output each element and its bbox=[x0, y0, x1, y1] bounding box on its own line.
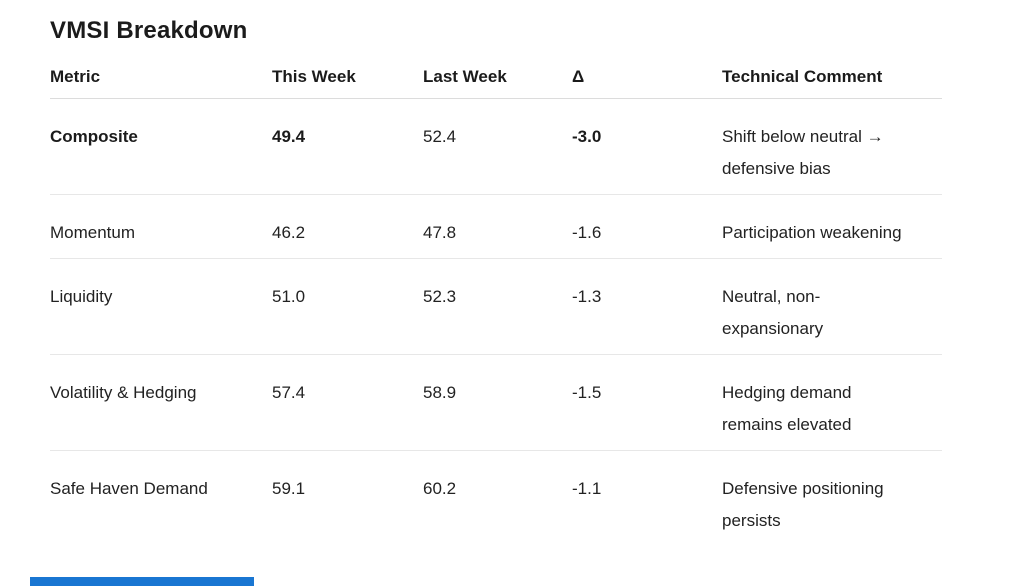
horizontal-scrollbar-thumb[interactable] bbox=[30, 577, 254, 586]
comment-line: Shift below neutral → bbox=[722, 127, 884, 146]
metric-name: Volatility & Hedging bbox=[50, 383, 197, 402]
column-header-last-week: Last Week bbox=[423, 67, 507, 86]
last-week-value: 60.2 bbox=[423, 479, 457, 498]
column-header-technical-comment: Technical Comment bbox=[722, 67, 883, 86]
delta-value: -3.0 bbox=[572, 127, 602, 146]
column-header-metric: Metric bbox=[50, 67, 101, 86]
last-week-value: 58.9 bbox=[423, 383, 457, 402]
table-row-volatility-hedging: Volatility & Hedging 57.4 58.9 -1.5 Hedg… bbox=[50, 355, 942, 451]
vmsi-table: Metric This Week Last Week Δ Technical C… bbox=[50, 48, 942, 546]
metric-name: Liquidity bbox=[50, 287, 113, 306]
last-week-value: 47.8 bbox=[423, 223, 457, 242]
technical-comment: Defensive positioning persists bbox=[722, 473, 942, 537]
table-row-liquidity: Liquidity 51.0 52.3 -1.3 Neutral, non- e… bbox=[50, 259, 942, 355]
comment-line: persists bbox=[722, 511, 781, 530]
table-row-momentum: Momentum 46.2 47.8 -1.6 Participation we… bbox=[50, 195, 942, 259]
comment-line: Participation weakening bbox=[722, 223, 902, 242]
table-header-row: Metric This Week Last Week Δ Technical C… bbox=[50, 48, 942, 99]
this-week-value: 59.1 bbox=[272, 479, 306, 498]
metric-name: Composite bbox=[50, 127, 138, 146]
delta-value: -1.6 bbox=[572, 223, 602, 242]
delta-value: -1.5 bbox=[572, 383, 602, 402]
comment-line: Hedging demand bbox=[722, 383, 852, 402]
technical-comment: Shift below neutral → defensive bias bbox=[722, 121, 942, 185]
last-week-value: 52.4 bbox=[423, 127, 457, 146]
column-header-delta: Δ bbox=[572, 67, 585, 86]
technical-comment: Neutral, non- expansionary bbox=[722, 281, 942, 345]
comment-line: Neutral, non- bbox=[722, 287, 821, 306]
last-week-value: 52.3 bbox=[423, 287, 457, 306]
comment-line: Defensive positioning bbox=[722, 479, 884, 498]
this-week-value: 57.4 bbox=[272, 383, 306, 402]
comment-line: defensive bias bbox=[722, 159, 831, 178]
delta-value: -1.1 bbox=[572, 479, 602, 498]
technical-comment: Participation weakening bbox=[722, 217, 942, 249]
this-week-value: 46.2 bbox=[272, 223, 306, 242]
metric-name: Safe Haven Demand bbox=[50, 479, 208, 498]
delta-value: -1.3 bbox=[572, 287, 602, 306]
this-week-value: 49.4 bbox=[272, 127, 306, 146]
comment-line: remains elevated bbox=[722, 415, 852, 434]
this-week-value: 51.0 bbox=[272, 287, 306, 306]
comment-line: expansionary bbox=[722, 319, 824, 338]
page-title: VMSI Breakdown bbox=[50, 17, 248, 44]
table-row-composite: Composite 49.4 52.4 -3.0 Shift below neu… bbox=[50, 99, 942, 195]
column-header-this-week: This Week bbox=[272, 67, 356, 86]
metric-name: Momentum bbox=[50, 223, 136, 242]
vmsi-breakdown-section: VMSI Breakdown Metric This Week Last Wee… bbox=[50, 14, 942, 546]
table-row-safe-haven-demand: Safe Haven Demand 59.1 60.2 -1.1 Defensi… bbox=[50, 451, 942, 546]
technical-comment: Hedging demand remains elevated bbox=[722, 377, 942, 441]
